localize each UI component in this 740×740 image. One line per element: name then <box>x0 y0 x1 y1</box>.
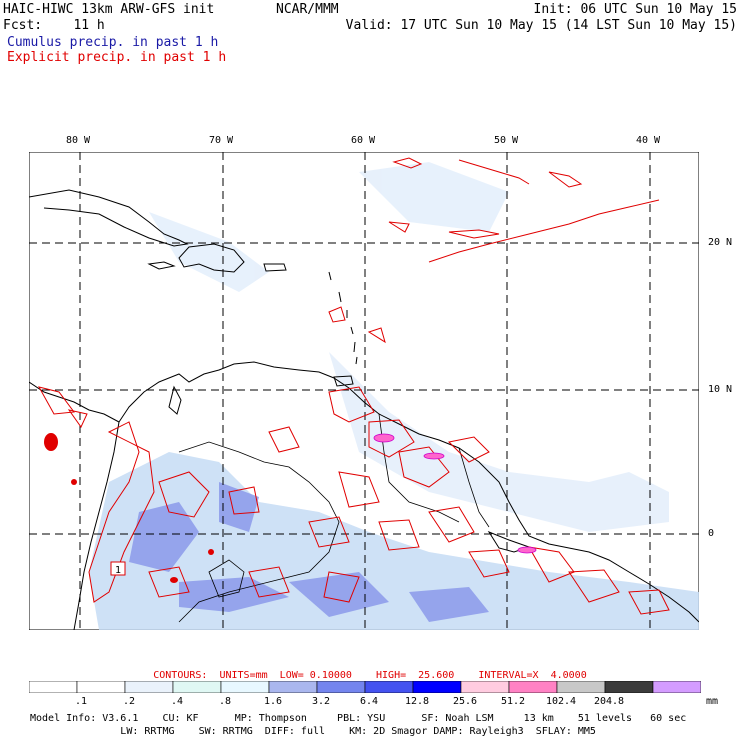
scale-swatch <box>412 681 462 693</box>
scale-swatch <box>268 681 318 693</box>
scale-swatch <box>316 681 366 693</box>
explicit-precip-heavy <box>44 433 214 583</box>
scale-swatch <box>29 681 78 693</box>
scale-swatch <box>76 681 126 693</box>
lat-label-10n: 10 N <box>708 384 733 395</box>
lat-label-0: 0 <box>708 528 715 539</box>
scale-label-8: 12.8 <box>404 696 430 707</box>
model-info-line2: LW: RRTMG SW: RRTMG DIFF: full KM: 2D Sm… <box>30 726 596 737</box>
scale-label-5: 1.6 <box>263 696 283 707</box>
scale-swatch <box>220 681 270 693</box>
scale-label-7: 6.4 <box>359 696 379 707</box>
lat-lon-grid <box>29 152 699 630</box>
scale-label-3: .4 <box>170 696 184 707</box>
spot-label-box <box>110 561 126 576</box>
scale-label-12: 204.8 <box>593 696 625 707</box>
scale-label-1: .1 <box>74 696 88 707</box>
scale-swatch <box>172 681 222 693</box>
scale-swatch <box>364 681 414 693</box>
lon-label-60w: 60 W <box>351 135 376 146</box>
lon-label-40w: 40 W <box>636 135 661 146</box>
lon-label-70w: 70 W <box>209 135 234 146</box>
model-title: HAIC-HIWC 13km ARW-GFS init <box>3 2 215 17</box>
explicit-precip-intense <box>373 433 537 554</box>
scale-swatch <box>508 681 558 693</box>
scale-label-6: 3.2 <box>311 696 331 707</box>
scale-label-2: .2 <box>122 696 136 707</box>
cumulus-precip-core <box>129 482 489 622</box>
lon-label-50w: 50 W <box>494 135 519 146</box>
lon-label-80w: 80 W <box>66 135 91 146</box>
legend-explicit: Explicit precip. in past 1 h <box>7 50 227 65</box>
color-scale-bar <box>29 681 701 693</box>
spot-label: 1 <box>115 565 121 576</box>
valid-time: Valid: 17 UTC Sun 10 May 15 (14 LST Sun … <box>345 18 737 33</box>
legend-cumulus: Cumulus precip. in past 1 h <box>7 35 219 50</box>
organization-label: NCAR/MMM <box>276 2 339 17</box>
scale-swatch <box>604 681 654 693</box>
scale-swatch <box>652 681 701 693</box>
scale-label-10: 51.2 <box>500 696 526 707</box>
scale-unit: mm <box>706 696 719 707</box>
scale-label-11: 102.4 <box>545 696 577 707</box>
init-time: Init: 06 UTC Sun 10 May 15 <box>533 2 738 17</box>
explicit-precip-contours <box>38 157 670 615</box>
precipitation-map: 1 <box>29 152 699 630</box>
scale-swatch <box>460 681 510 693</box>
contours-info: CONTOURS: UNITS=mm LOW= 0.10000 HIGH= 25… <box>153 670 587 681</box>
scale-swatch <box>556 681 606 693</box>
scale-label-4: .8 <box>218 696 232 707</box>
lat-label-20n: 20 N <box>708 237 733 248</box>
scale-swatch <box>124 681 174 693</box>
model-info-line1: Model Info: V3.6.1 CU: KF MP: Thompson P… <box>30 713 687 724</box>
forecast-hour: Fcst: 11 h <box>3 18 105 33</box>
scale-label-9: 25.6 <box>452 696 478 707</box>
